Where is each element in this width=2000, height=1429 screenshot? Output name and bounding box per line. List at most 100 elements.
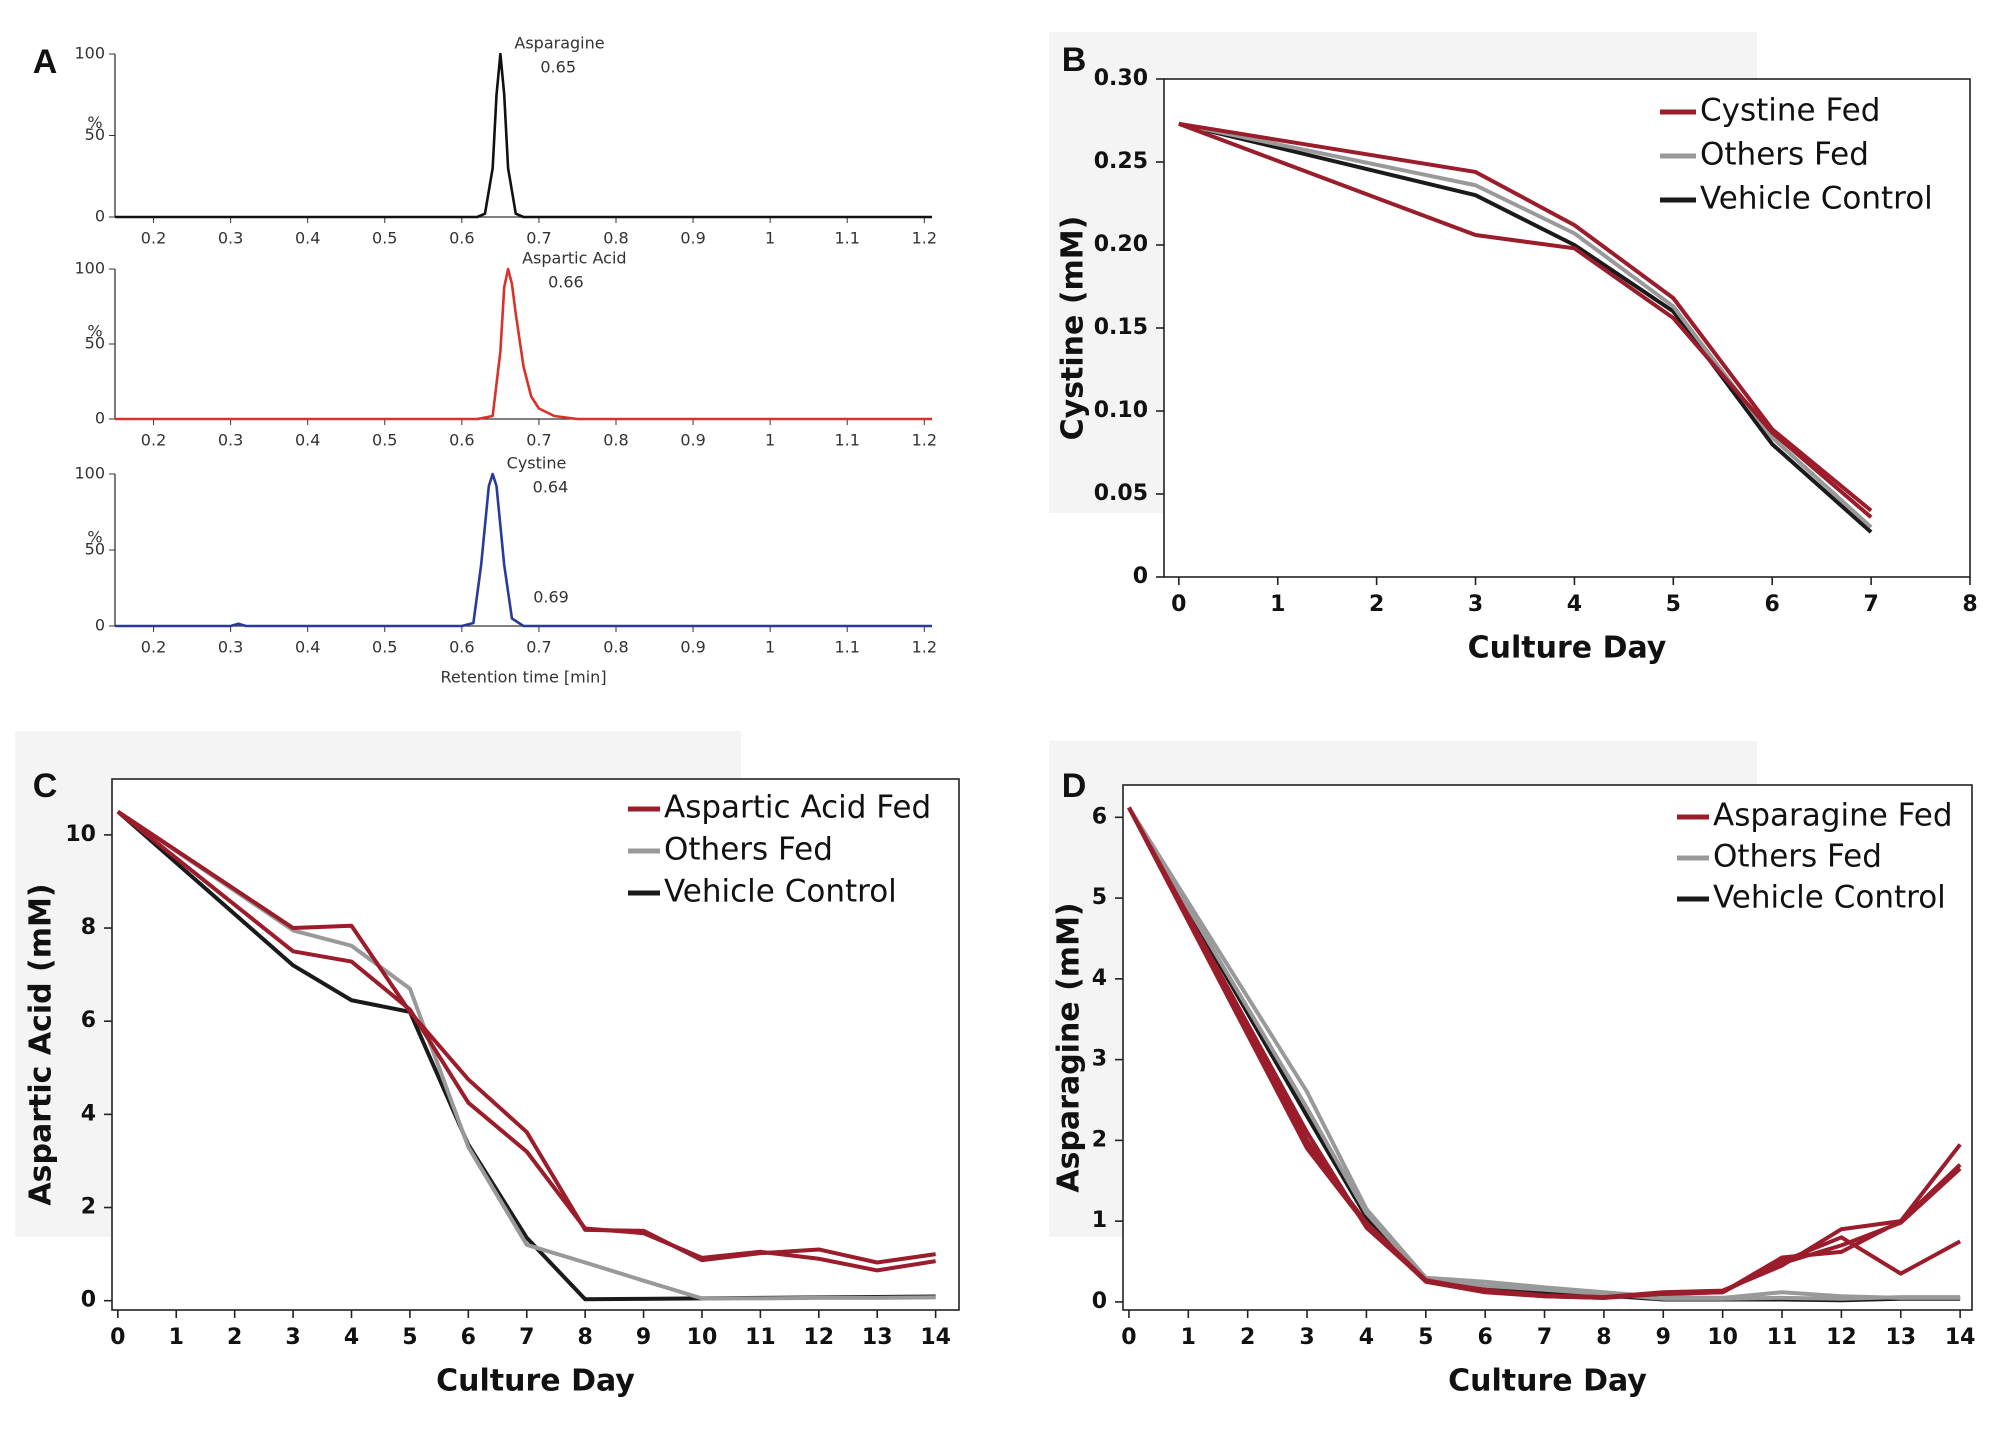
x-tick-label: 0.3 <box>218 431 243 450</box>
x-tick-label: 7 <box>1863 592 1878 617</box>
x-tick-label: 1 <box>1181 1325 1196 1350</box>
legend-label: Aspartic Acid Fed <box>664 790 931 826</box>
x-tick-label: 8 <box>1962 592 1977 617</box>
x-tick-label: 0.6 <box>449 431 474 450</box>
x-tick-label: 13 <box>862 1325 893 1350</box>
x-tick-label: 7 <box>519 1325 534 1350</box>
y-tick-label: 0 <box>95 409 105 428</box>
x-tick-label: 5 <box>402 1325 417 1350</box>
peak-rt: 0.69 <box>533 588 569 607</box>
legend-label: Asparagine Fed <box>1713 798 1953 834</box>
y-tick-label: 4 <box>81 1101 96 1126</box>
data-line <box>1127 806 1962 1300</box>
x-tick-label: 5 <box>1418 1325 1433 1350</box>
x-tick-label: 3 <box>1468 592 1483 617</box>
x-tick-label: 0.6 <box>449 229 474 248</box>
legend-label: Cystine Fed <box>1700 93 1880 129</box>
y-tick-label: 0 <box>95 616 105 635</box>
trace-line <box>115 472 932 628</box>
data-line <box>1178 121 1873 519</box>
y-tick-label: 5 <box>1092 885 1107 910</box>
legend-label: Vehicle Control <box>1713 880 1946 916</box>
x-tick-label: 0.8 <box>603 431 628 450</box>
x-tick-label: 11 <box>1767 1325 1798 1350</box>
x-tick-label: 12 <box>1826 1325 1857 1350</box>
x-tick-label: 10 <box>1707 1325 1738 1350</box>
y-tick-label: 0.20 <box>1094 232 1148 257</box>
x-tick-label: 0 <box>1171 592 1186 617</box>
x-tick-label: 2 <box>1240 1325 1255 1350</box>
y-tick-label: 0.05 <box>1094 481 1148 506</box>
x-tick-label: 4 <box>1567 592 1582 617</box>
x-tick-label: 1.1 <box>834 431 859 450</box>
y-tick-label: 0.30 <box>1094 66 1148 91</box>
y-tick-label: 50 <box>85 125 105 144</box>
data-line <box>116 809 936 1301</box>
y-axis-label: % <box>87 322 102 341</box>
peak-name: Cystine <box>507 454 567 473</box>
legend-label: Others Fed <box>1713 839 1882 875</box>
y-tick-label: 100 <box>74 259 105 278</box>
x-tick-label: 0.7 <box>526 431 551 450</box>
y-tick-label: 0 <box>1092 1289 1107 1314</box>
data-line <box>116 810 936 1273</box>
panel-letter: C <box>33 767 58 805</box>
trace-line <box>115 52 932 219</box>
x-tick-label: 0.4 <box>295 431 320 450</box>
x-tick-label: 0.7 <box>526 638 551 657</box>
y-tick-label: 50 <box>85 334 105 353</box>
x-tick-label: 11 <box>745 1325 776 1350</box>
y-tick-label: 10 <box>65 822 96 847</box>
x-tick-label: 8 <box>1596 1325 1611 1350</box>
y-axis-label: % <box>87 113 102 132</box>
x-tick-label: 1.1 <box>834 229 859 248</box>
x-tick-label: 6 <box>1478 1325 1493 1350</box>
panel-letter: A <box>33 43 58 81</box>
panel-letter: B <box>1062 41 1087 79</box>
x-tick-label: 1 <box>169 1325 184 1350</box>
data-line <box>1127 806 1961 1301</box>
y-tick-label: 0 <box>1133 564 1148 589</box>
x-tick-label: 2 <box>227 1325 242 1350</box>
x-tick-label: 12 <box>803 1325 834 1350</box>
x-axis-label: Culture Day <box>1468 631 1667 666</box>
y-axis-label: Aspartic Acid (mM) <box>24 883 59 1205</box>
x-tick-label: 0 <box>1121 1325 1136 1350</box>
panel-letter: D <box>1062 767 1087 805</box>
y-tick-label: 0 <box>95 207 105 226</box>
x-tick-label: 9 <box>1656 1325 1671 1350</box>
x-tick-label: 6 <box>461 1325 476 1350</box>
x-tick-label: 0.4 <box>295 229 320 248</box>
x-tick-label: 5 <box>1666 592 1681 617</box>
x-tick-label: 9 <box>636 1325 651 1350</box>
x-tick-label: 1 <box>765 431 775 450</box>
data-line <box>1178 121 1873 529</box>
x-tick-label: 1 <box>1270 592 1285 617</box>
x-tick-label: 0.8 <box>603 638 628 657</box>
y-tick-label: 0.25 <box>1094 149 1148 174</box>
y-tick-label: 6 <box>1092 804 1107 829</box>
y-tick-label: 6 <box>81 1008 96 1033</box>
data-line <box>1178 121 1873 513</box>
x-tick-label: 14 <box>1945 1325 1976 1350</box>
peak-rt: 0.64 <box>533 478 569 497</box>
x-tick-label: 0.2 <box>141 431 166 450</box>
x-tick-label: 0.9 <box>680 638 705 657</box>
y-tick-label: 0 <box>81 1288 96 1313</box>
legend-label: Vehicle Control <box>1700 181 1933 217</box>
x-tick-label: 10 <box>687 1325 718 1350</box>
y-axis-label: Cystine (mM) <box>1056 216 1091 441</box>
x-tick-label: 1.2 <box>912 431 937 450</box>
legend-label: Vehicle Control <box>664 874 897 910</box>
x-tick-label: 0.5 <box>372 229 397 248</box>
legend-label: Others Fed <box>1700 137 1869 173</box>
x-tick-label: 0.2 <box>141 229 166 248</box>
y-tick-label: 8 <box>81 915 96 940</box>
y-tick-label: 2 <box>81 1195 96 1220</box>
x-tick-label: 0 <box>110 1325 125 1350</box>
x-tick-label: 1 <box>765 229 775 248</box>
plot-frame <box>111 778 960 1311</box>
y-tick-label: 0.10 <box>1094 398 1148 423</box>
y-axis-label: % <box>87 528 102 547</box>
